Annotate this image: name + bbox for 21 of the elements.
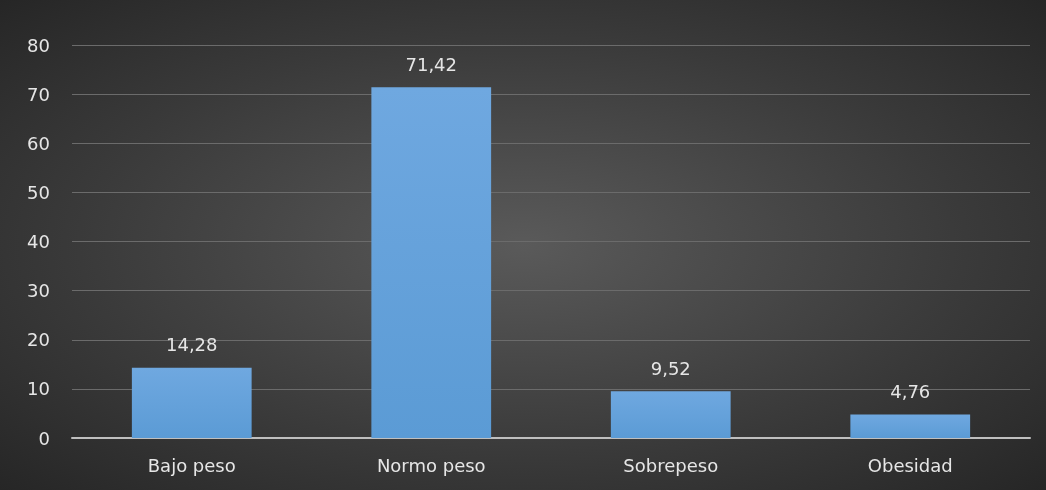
y-tick-label: 60 [27,132,50,154]
y-tick-label: 20 [27,329,50,351]
data-label: 71,42 [405,53,458,75]
x-tick-label: Normo peso [376,454,486,476]
data-label: 14,28 [165,334,218,356]
data-label: 4,76 [890,381,931,403]
y-tick-label: 80 [27,34,50,56]
y-tick-label: 50 [27,181,50,203]
bar [610,391,731,438]
data-label: 9,52 [650,357,691,379]
y-tick-label: 30 [27,280,50,302]
x-tick-label: Bajo peso [147,454,236,476]
x-tick-label: Obesidad [867,454,953,476]
y-tick-label: 70 [27,83,50,105]
bar [131,367,252,438]
bar [371,87,492,438]
bar [850,414,971,438]
y-tick-label: 10 [27,378,50,400]
y-tick-label: 40 [27,231,50,252]
x-tick-label: Sobrepeso [623,454,719,476]
y-tick-label: 0 [38,427,50,449]
